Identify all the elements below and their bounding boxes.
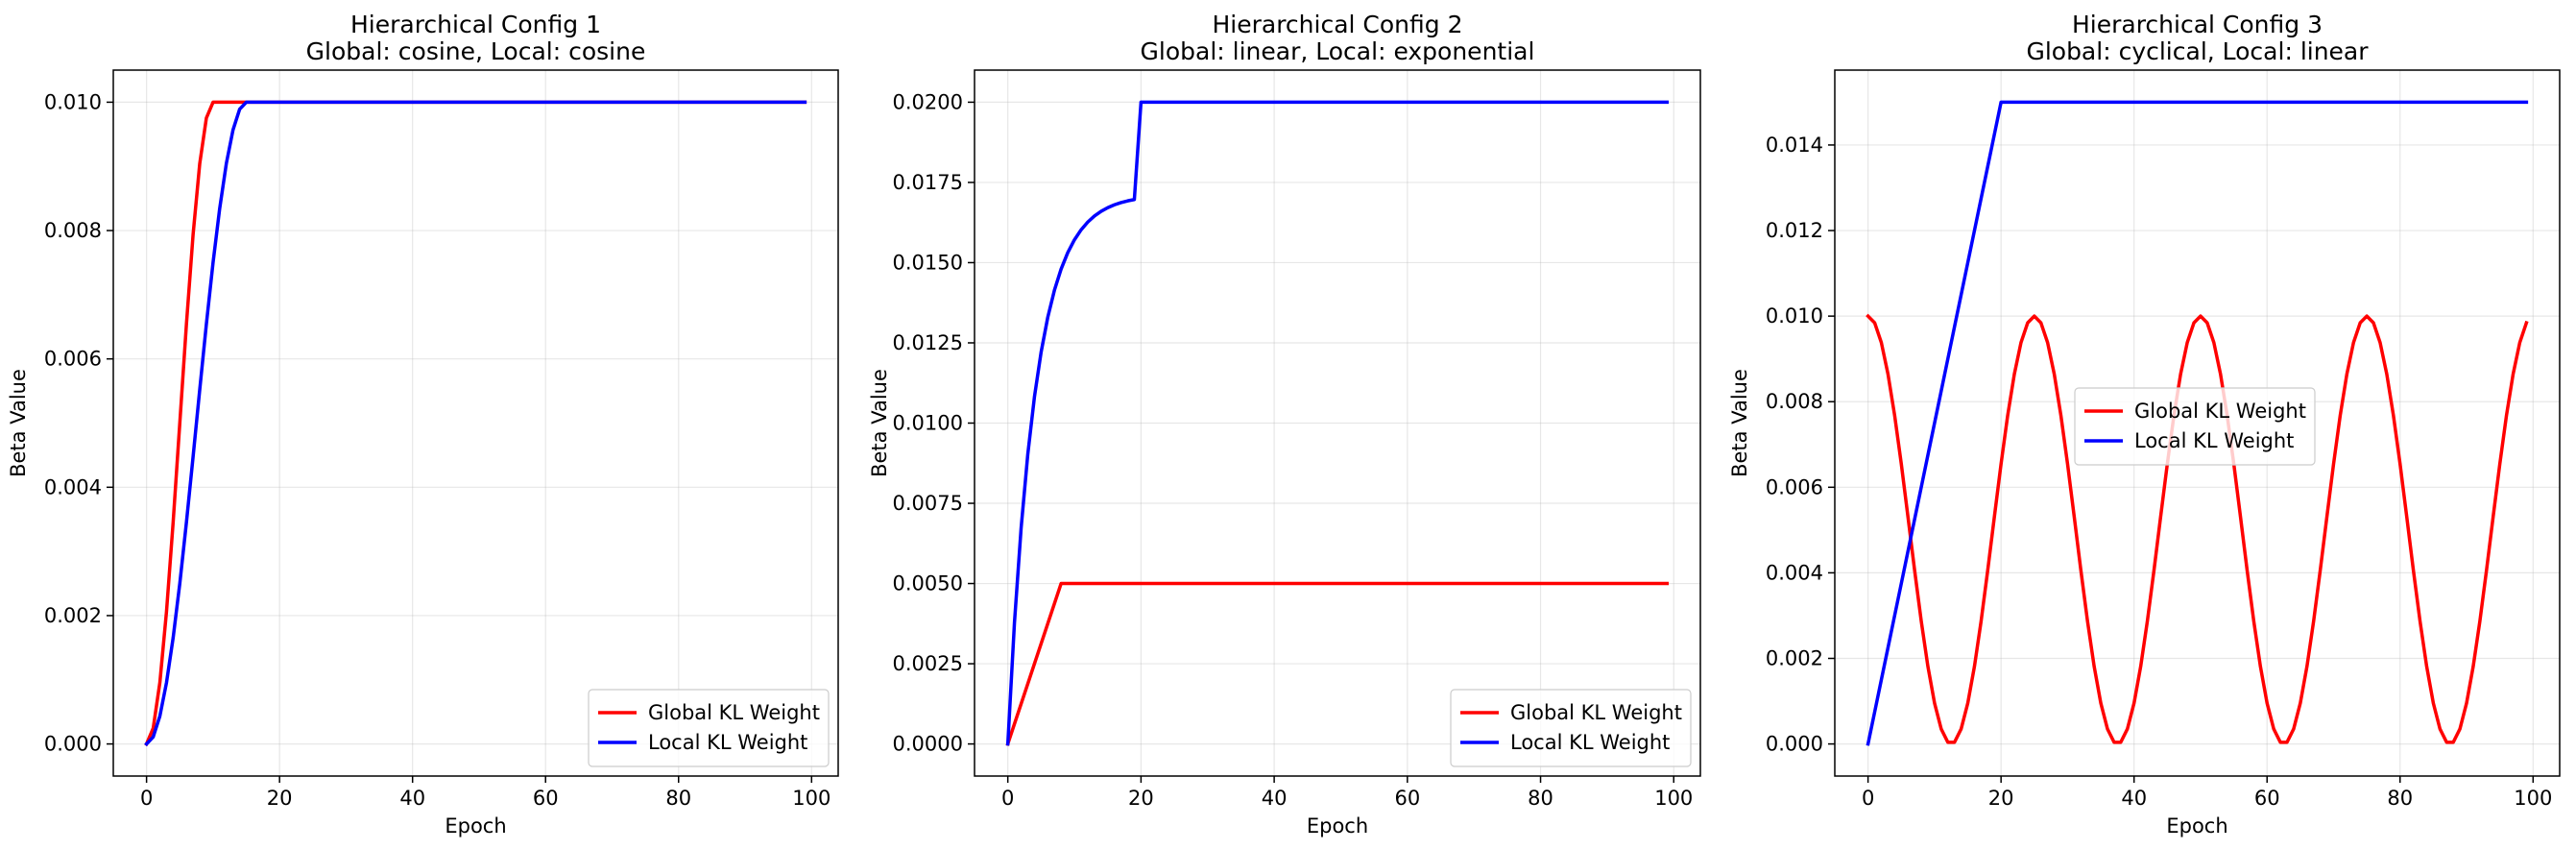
x-tick-label: 80 <box>1528 787 1553 810</box>
legend-entry: Global KL Weight <box>648 701 820 724</box>
y-tick-label: 0.010 <box>44 90 102 113</box>
x-tick-label: 60 <box>2254 787 2280 810</box>
x-tick-label: 0 <box>1862 787 1874 810</box>
legend-box <box>2074 387 2316 466</box>
chart-subtitle: Global: linear, Local: exponential <box>1141 37 1535 65</box>
legend-box <box>588 689 830 767</box>
y-tick-label: 0.004 <box>44 475 102 498</box>
y-tick-label: 0.000 <box>44 733 102 756</box>
y-tick-label: 0.008 <box>44 219 102 242</box>
y-axis-label: Beta Value <box>1728 369 1751 477</box>
y-tick-label: 0.006 <box>44 348 102 371</box>
x-tick-label: 100 <box>792 787 831 810</box>
legend-entry: Global KL Weight <box>1510 701 1682 724</box>
x-tick-label: 0 <box>140 787 153 810</box>
y-tick-label: 0.0175 <box>893 171 963 194</box>
y-tick-label: 0.006 <box>1766 475 1823 498</box>
chart-subtitle: Global: cosine, Local: cosine <box>306 37 646 65</box>
chart-subtitle: Global: cyclical, Local: linear <box>2026 37 2369 65</box>
legend-entry: Global KL Weight <box>2134 400 2306 423</box>
x-tick-label: 40 <box>2121 787 2147 810</box>
series-line-local <box>1866 100 2529 746</box>
plot-frame <box>112 69 839 777</box>
y-tick-label: 0.002 <box>1766 647 1823 670</box>
x-tick-label: 20 <box>267 787 293 810</box>
x-tick-label: 0 <box>1001 787 1014 810</box>
x-tick-label: 100 <box>2514 787 2552 810</box>
chart-title: Hierarchical Config 2 <box>1212 11 1462 38</box>
chart-title: Hierarchical Config 1 <box>350 11 601 38</box>
x-tick-label: 60 <box>1394 787 1420 810</box>
y-tick-label: 0.0200 <box>893 90 963 113</box>
legend-entry: Local KL Weight <box>1510 731 1670 754</box>
y-tick-label: 0.0075 <box>893 492 963 515</box>
y-tick-label: 0.000 <box>1766 733 1823 756</box>
x-tick-label: 40 <box>1262 787 1288 810</box>
legend: Global KL Weight Local KL Weight <box>1450 689 1692 767</box>
y-axis-label: Beta Value <box>868 369 891 477</box>
x-tick-label: 20 <box>1988 787 2014 810</box>
y-tick-label: 0.0100 <box>893 412 963 435</box>
x-axis-label: Epoch <box>1307 814 1368 838</box>
y-tick-label: 0.0125 <box>893 331 963 354</box>
series-line-local <box>1005 100 1670 746</box>
x-tick-label: 80 <box>2387 787 2413 810</box>
y-tick-label: 0.0150 <box>893 251 963 274</box>
x-tick-label: 60 <box>533 787 559 810</box>
legend-box <box>1450 689 1692 767</box>
series-line-global <box>1866 313 2529 744</box>
chart-title: Hierarchical Config 3 <box>2072 11 2323 38</box>
y-tick-label: 0.0000 <box>893 733 963 756</box>
y-tick-label: 0.0050 <box>893 572 963 595</box>
x-tick-label: 20 <box>1128 787 1154 810</box>
series-line-local <box>144 100 807 747</box>
legend-entry: Local KL Weight <box>2134 429 2294 452</box>
x-axis-label: Epoch <box>445 814 506 838</box>
series-line-global <box>1005 581 1670 746</box>
legend: Global KL Weight Local KL Weight <box>588 689 830 767</box>
y-tick-label: 0.0025 <box>893 652 963 675</box>
y-tick-label: 0.010 <box>1766 304 1823 328</box>
y-tick-label: 0.014 <box>1766 134 1823 157</box>
x-tick-label: 100 <box>1654 787 1693 810</box>
y-axis-label: Beta Value <box>7 369 30 477</box>
y-tick-label: 0.004 <box>1766 561 1823 584</box>
x-tick-label: 80 <box>665 787 691 810</box>
y-tick-label: 0.012 <box>1766 219 1823 242</box>
x-axis-label: Epoch <box>2166 814 2227 838</box>
x-tick-label: 40 <box>399 787 425 810</box>
legend: Global KL Weight Local KL Weight <box>2074 387 2316 466</box>
y-tick-label: 0.008 <box>1766 390 1823 413</box>
series-line-global <box>144 100 807 746</box>
legend-entry: Local KL Weight <box>648 731 807 754</box>
plot-frame <box>1834 69 2561 777</box>
y-tick-label: 0.002 <box>44 604 102 627</box>
